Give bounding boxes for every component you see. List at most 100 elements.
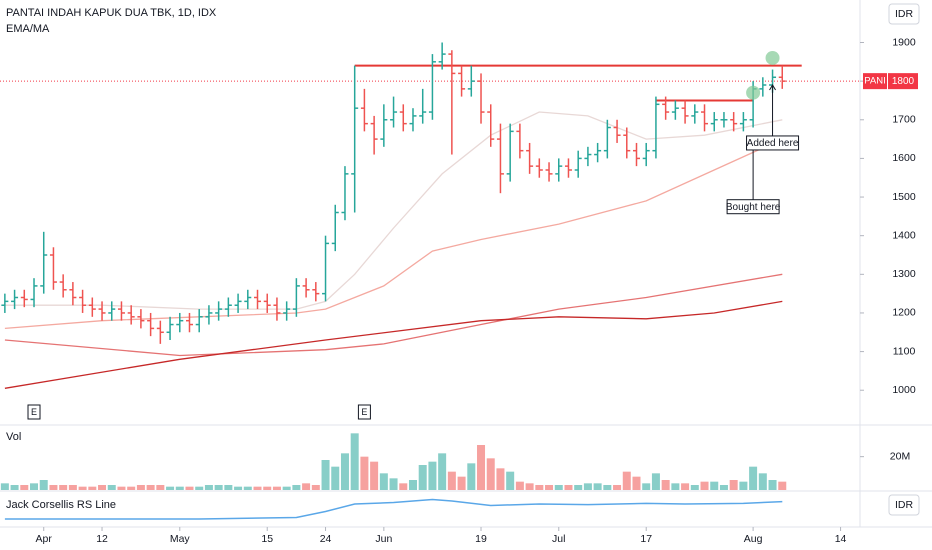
volume-tick-label: 20M — [890, 450, 910, 462]
volume-bar — [661, 480, 670, 490]
symbol-tag — [863, 73, 887, 90]
volume-bar — [778, 481, 787, 490]
rs-line — [4, 498, 783, 520]
volume-bar — [632, 476, 641, 490]
volume-bar — [399, 483, 408, 490]
x-tick-label: 17 — [640, 533, 652, 545]
volume-bar — [59, 485, 68, 490]
y-tick-label: 1200 — [892, 307, 916, 319]
rs-label: Jack Corsellis RS Line — [6, 499, 116, 511]
volume-bar — [360, 456, 369, 490]
marker — [746, 85, 761, 100]
volume-bar — [49, 485, 58, 490]
volume-bar — [428, 461, 437, 490]
volume-bar — [515, 481, 524, 490]
volume-bar — [710, 481, 719, 490]
marker — [765, 50, 780, 65]
volume-bar — [370, 461, 379, 490]
volume-bar — [146, 485, 155, 490]
volume-bar — [700, 481, 709, 490]
volume-bar — [214, 485, 223, 490]
volume-bar — [389, 478, 398, 490]
volume-bar — [719, 485, 728, 490]
volume-bar — [690, 485, 699, 490]
x-tick-label: 15 — [261, 533, 273, 545]
price-tag — [888, 73, 918, 90]
volume-bar — [166, 486, 175, 490]
annotation-text: Added here — [747, 138, 799, 149]
volume-bar — [331, 466, 340, 490]
volume-bar — [418, 465, 427, 490]
y-tick-label: 1000 — [892, 384, 916, 396]
volume-bar — [20, 485, 29, 490]
y-tick-label: 1500 — [892, 191, 916, 203]
volume-bar — [107, 485, 116, 490]
annotation-box — [746, 135, 800, 151]
price-tag-text: 1800 — [892, 76, 915, 87]
volume-bar — [408, 480, 417, 490]
volume-bar — [10, 485, 19, 490]
volume-bar — [545, 485, 554, 490]
indicator-label: EMA/MA — [6, 23, 50, 35]
arrow-head — [769, 84, 776, 91]
chart-title: PANTAI INDAH KAPUK DUA TBK, 1D, IDX — [6, 7, 217, 19]
x-tick-label: 24 — [320, 533, 332, 545]
volume-bar — [350, 433, 359, 490]
volume-bar — [496, 468, 505, 490]
volume-bar — [681, 483, 690, 490]
volume-bar — [127, 486, 136, 490]
currency-box[interactable] — [888, 3, 920, 25]
volume-bar — [136, 485, 145, 490]
volume-bar — [263, 486, 272, 490]
volume-bar — [583, 483, 592, 490]
annotation-text: Bought here — [726, 202, 781, 213]
earnings-label: E — [361, 407, 367, 417]
x-tick-label: Aug — [744, 533, 763, 545]
volume-bar — [535, 485, 544, 490]
volume-bar — [68, 485, 77, 490]
moving-average — [4, 111, 783, 310]
volume-bar — [282, 486, 291, 490]
moving-average — [4, 300, 783, 389]
volume-bar — [272, 486, 281, 490]
volume-bar — [243, 486, 252, 490]
volume-bar — [30, 483, 39, 490]
volume-bar — [564, 485, 573, 490]
x-tick-label: May — [170, 533, 191, 545]
y-tick-label: 1900 — [892, 36, 916, 48]
volume-bar — [39, 480, 48, 490]
volume-bar — [321, 460, 330, 490]
volume-bar — [622, 471, 631, 490]
volume-bar — [486, 458, 495, 490]
volume-bar — [613, 485, 622, 490]
volume-bar — [574, 485, 583, 490]
x-tick-label: 12 — [96, 533, 108, 545]
rs-currency-box[interactable] — [888, 494, 920, 516]
volume-bar — [175, 486, 184, 490]
volume-bar — [340, 453, 349, 490]
volume-bar — [302, 483, 311, 490]
volume-bar — [0, 483, 9, 490]
moving-average — [4, 273, 783, 357]
volume-bar — [758, 473, 767, 490]
volume-bar — [593, 483, 602, 490]
volume-bar — [457, 476, 466, 490]
y-tick-label: 1100 — [893, 345, 916, 357]
currency[interactable]: IDR — [895, 8, 914, 20]
volume-bar — [467, 463, 476, 490]
y-tick-label: 1400 — [892, 229, 916, 241]
volume-bar — [642, 483, 651, 490]
volume-bar — [78, 486, 87, 490]
y-tick-label: 1700 — [892, 114, 916, 126]
annotation-box — [726, 199, 780, 215]
volume-bar — [477, 445, 486, 490]
volume-bar — [438, 453, 447, 490]
y-tick-label: 1600 — [892, 152, 916, 164]
rs-currency[interactable]: IDR — [895, 499, 914, 511]
earnings-box — [357, 404, 371, 420]
volume-bar — [749, 466, 758, 490]
symbol-tag-text: PANI — [864, 76, 885, 87]
